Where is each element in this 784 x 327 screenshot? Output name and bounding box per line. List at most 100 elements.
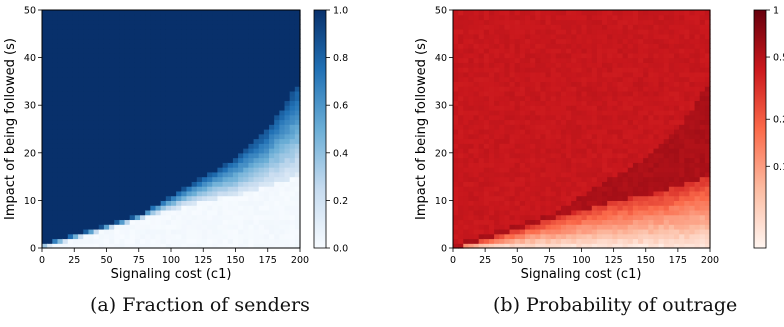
heatA-cell bbox=[42, 181, 48, 187]
heatA-cell bbox=[232, 33, 239, 40]
heatA-cell bbox=[279, 200, 286, 206]
heatA-cell bbox=[207, 224, 213, 230]
heatB-cell bbox=[648, 76, 655, 82]
heatB-cell bbox=[453, 10, 459, 16]
heatB-cell bbox=[663, 162, 670, 168]
heatB-cell bbox=[488, 38, 495, 44]
heatA-cell bbox=[98, 214, 105, 221]
heatB-cell bbox=[694, 90, 701, 97]
heatB-cell bbox=[576, 205, 583, 211]
heatA-cell bbox=[186, 162, 193, 168]
heatA-cell bbox=[165, 167, 172, 173]
heatA-cell bbox=[42, 57, 48, 63]
heatB-cell bbox=[514, 52, 521, 59]
heatB-cell bbox=[509, 52, 516, 59]
heatB-cell bbox=[504, 238, 511, 244]
heatA-cell bbox=[294, 233, 301, 240]
heatB-cell bbox=[535, 71, 541, 78]
heatA-cell bbox=[196, 238, 203, 244]
heatB-cell bbox=[473, 200, 480, 206]
heatA-cell bbox=[165, 186, 172, 192]
heatA-cell bbox=[217, 228, 224, 235]
heatA-cell bbox=[279, 33, 286, 40]
heatA-cell bbox=[212, 209, 219, 216]
heatB-cell bbox=[488, 119, 495, 125]
heatA-cell bbox=[238, 209, 244, 216]
heatB-cell bbox=[689, 124, 696, 130]
heatA-cell bbox=[98, 86, 105, 92]
heatB-cell bbox=[591, 114, 598, 121]
heatB-cell bbox=[668, 62, 675, 68]
heatA-cell bbox=[150, 52, 157, 59]
heatA-cell bbox=[243, 43, 249, 49]
heatB-cell bbox=[648, 190, 655, 197]
heatB-cell bbox=[617, 157, 624, 163]
heatB-cell bbox=[581, 114, 588, 121]
heatA-cell bbox=[150, 109, 157, 116]
heatB-cell bbox=[576, 90, 583, 97]
heatB-cell bbox=[607, 14, 613, 21]
heatA-cell bbox=[119, 171, 126, 178]
heatB-cell bbox=[478, 124, 485, 130]
heatA-cell bbox=[57, 171, 64, 178]
heatB-cell bbox=[668, 76, 675, 82]
heatB-cell bbox=[540, 224, 547, 230]
heatA-cell bbox=[114, 124, 120, 130]
heatA-cell bbox=[294, 162, 301, 168]
heatA-cell bbox=[176, 86, 182, 92]
heatB-cell bbox=[643, 148, 649, 154]
heatA-cell bbox=[134, 67, 141, 73]
heatA-cell bbox=[93, 38, 100, 44]
heatB-cell bbox=[632, 67, 639, 73]
heatA-cell bbox=[67, 62, 74, 68]
heatA-cell bbox=[47, 171, 53, 178]
heatB-cell bbox=[530, 71, 536, 78]
heatB-cell bbox=[560, 95, 567, 102]
heatA-cell bbox=[217, 167, 224, 173]
heatA-cell bbox=[67, 167, 74, 173]
heatA-cell bbox=[269, 14, 275, 21]
heatB-cell bbox=[612, 90, 619, 97]
heatB-cell bbox=[530, 214, 536, 221]
heatB-cell bbox=[679, 176, 685, 182]
heatA-cell bbox=[274, 162, 280, 168]
heatA-cell bbox=[238, 86, 244, 92]
heatA-cell bbox=[274, 138, 280, 144]
heatA-cell bbox=[227, 10, 234, 16]
heatB-cell bbox=[571, 148, 577, 154]
heatB-cell bbox=[458, 67, 464, 73]
heatB-cell bbox=[607, 57, 613, 63]
heatA-cell bbox=[207, 109, 213, 116]
heatA-cell bbox=[98, 105, 105, 111]
heatB-cell bbox=[694, 71, 701, 78]
heatA-cell bbox=[294, 14, 301, 21]
heatA-cell bbox=[160, 43, 167, 49]
heatB-cell bbox=[555, 143, 562, 149]
heatB-cell bbox=[571, 152, 577, 159]
heatA-cell bbox=[42, 67, 48, 73]
heatA-cell bbox=[217, 48, 224, 54]
heatB-cell bbox=[694, 200, 701, 206]
heatB-cell bbox=[566, 143, 572, 149]
heatA-cell bbox=[284, 200, 291, 206]
heatA-cell bbox=[62, 24, 69, 30]
heatA-cell bbox=[114, 114, 120, 121]
heatA-cell bbox=[217, 157, 224, 163]
heatB-cell bbox=[617, 138, 624, 144]
heatA-cell bbox=[42, 76, 48, 82]
heatA-cell bbox=[165, 29, 172, 35]
heatA-cell bbox=[78, 243, 84, 249]
heatA-cell bbox=[222, 76, 229, 82]
heatB-cell bbox=[560, 81, 567, 87]
heatB-cell bbox=[648, 48, 655, 54]
heatA-cell bbox=[150, 19, 157, 25]
heatA-cell bbox=[238, 71, 244, 78]
heatB-cell bbox=[535, 209, 541, 216]
heatB-cell bbox=[514, 209, 521, 216]
heatB-cell bbox=[689, 71, 696, 78]
heatA-cell bbox=[238, 33, 244, 40]
heatB-cell bbox=[607, 76, 613, 82]
heatB-cell bbox=[622, 124, 629, 130]
heatA-cell bbox=[67, 152, 74, 159]
heatA-cell bbox=[171, 148, 177, 154]
